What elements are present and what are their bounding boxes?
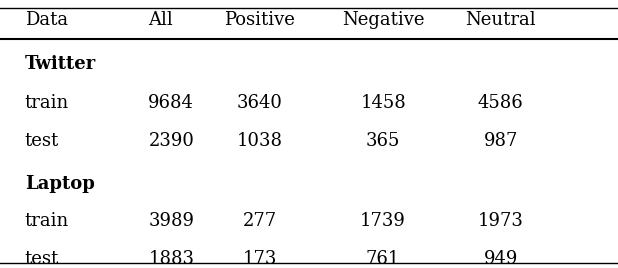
Text: 365: 365 <box>366 132 400 150</box>
Text: 2390: 2390 <box>148 132 194 150</box>
Text: test: test <box>25 132 59 150</box>
Text: Laptop: Laptop <box>25 174 95 193</box>
Text: 949: 949 <box>483 250 518 268</box>
Text: train: train <box>25 212 69 230</box>
Text: test: test <box>25 250 59 268</box>
Text: 9684: 9684 <box>148 94 194 112</box>
Text: 4586: 4586 <box>478 94 523 112</box>
Text: 3989: 3989 <box>148 212 194 230</box>
Text: 1739: 1739 <box>360 212 406 230</box>
Text: 173: 173 <box>242 250 277 268</box>
Text: Twitter: Twitter <box>25 55 96 73</box>
Text: 1973: 1973 <box>478 212 523 230</box>
Text: train: train <box>25 94 69 112</box>
Text: Negative: Negative <box>342 11 425 29</box>
Text: 1883: 1883 <box>148 250 194 268</box>
Text: Neutral: Neutral <box>465 11 536 29</box>
Text: 1038: 1038 <box>237 132 282 150</box>
Text: All: All <box>148 11 173 29</box>
Text: 987: 987 <box>483 132 518 150</box>
Text: 277: 277 <box>242 212 277 230</box>
Text: Positive: Positive <box>224 11 295 29</box>
Text: 761: 761 <box>366 250 400 268</box>
Text: Data: Data <box>25 11 68 29</box>
Text: 1458: 1458 <box>360 94 406 112</box>
Text: 3640: 3640 <box>237 94 282 112</box>
